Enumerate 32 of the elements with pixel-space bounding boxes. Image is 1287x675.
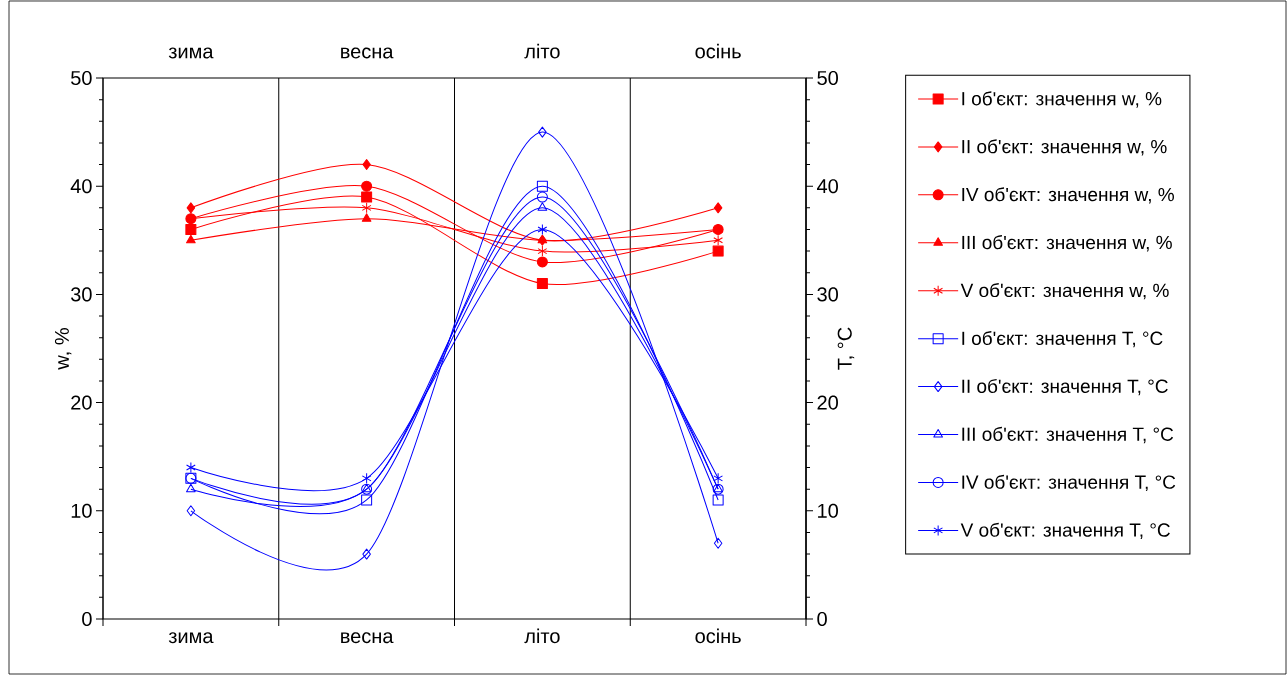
x-tick-label: весна [341, 632, 394, 644]
legend-label: V об'єкт: значення w, % [960, 283, 1169, 300]
y2-tick-label: 40 [817, 179, 838, 194]
category-label: осінь [695, 43, 741, 59]
legend-label: IV об'єкт: значення T, °C [962, 474, 1176, 492]
y-tick-label: 50 [71, 70, 92, 86]
y2-tick-label: 0 [817, 611, 827, 627]
y-tick-label: 10 [71, 503, 92, 518]
legend-label: III об'єкт: значення w, % [962, 235, 1172, 252]
legend-label: IV об'єкт: значення w, % [962, 187, 1174, 204]
y-tick-label: 40 [70, 179, 92, 194]
legend-label: III об'єкт: значення T, °C [962, 426, 1174, 444]
y2-axis-title: T, °C [837, 327, 855, 370]
x-tick-label: осінь [695, 628, 741, 644]
legend-label: I об'єкт: значення w, % [962, 91, 1162, 108]
y2-tick-label: 50 [817, 70, 838, 86]
category-label: весна [341, 47, 394, 59]
category-label: літо [524, 43, 560, 59]
y-tick-label: 30 [70, 287, 92, 302]
y-axis-title: w, % [54, 328, 72, 370]
y2-tick-label: 30 [817, 287, 838, 302]
legend-label: II об'єкт: значення w, % [962, 139, 1167, 156]
category-label: зима [168, 47, 214, 59]
y-tick-label: 0 [82, 611, 92, 627]
x-tick-label: літо [524, 628, 560, 644]
x-tick-label: зима [168, 632, 214, 644]
y-tick-label: 20 [71, 395, 92, 410]
y2-tick-label: 10 [818, 503, 838, 518]
legend-label: V об'єкт: значення T, °C [960, 522, 1170, 540]
legend-label: I об'єкт: значення T, °C [962, 330, 1163, 348]
y2-tick-label: 20 [817, 395, 838, 410]
legend-label: II об'єкт: значення T, °C [962, 378, 1168, 396]
